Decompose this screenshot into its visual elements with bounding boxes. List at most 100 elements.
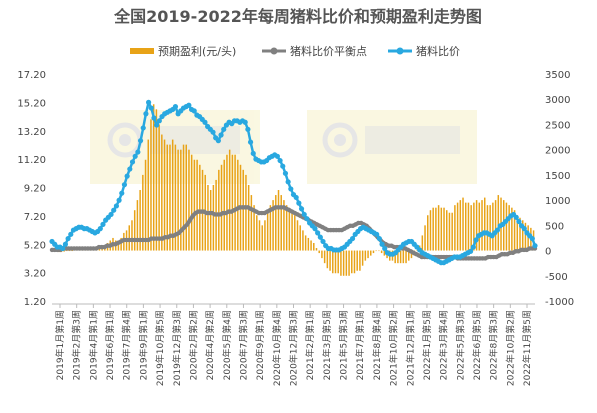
price-ratio-point: [215, 138, 221, 144]
price-ratio-point: [298, 206, 305, 212]
x-tick-label: 2019年2月第3周: [71, 310, 83, 380]
profit-bar: [505, 202, 508, 251]
price-ratio-point: [116, 197, 122, 203]
price-ratio-point: [304, 216, 310, 222]
x-axis: 2019年1月第1周 2019年2月第3周 2019年4月第1周 2019年6月第1周…: [52, 303, 535, 386]
watermark-logo-right: [307, 110, 477, 184]
price-ratio-point: [516, 218, 522, 225]
price-ratio-point: [172, 104, 179, 110]
price-ratio-point: [221, 126, 227, 132]
price-ratio-point: [202, 119, 208, 125]
price-ratio-point: [146, 99, 152, 105]
y-right-tick-label: 1000: [545, 196, 570, 207]
profit-bar: [440, 207, 443, 251]
price-ratio-point: [191, 108, 197, 114]
breakeven-point: [182, 225, 187, 230]
profit-bar: [524, 222, 527, 251]
profit-bar: [443, 207, 445, 251]
profit-bar: [277, 190, 280, 251]
price-ratio-point: [250, 150, 256, 157]
profit-bar: [448, 212, 451, 251]
price-ratio-point: [374, 231, 380, 237]
profit-bar: [321, 250, 323, 259]
y-right-tick-label: 1500: [545, 171, 570, 182]
price-ratio-point: [242, 119, 248, 125]
profit-bar: [353, 250, 356, 274]
x-tick-label: 2021年5月第3周: [338, 310, 350, 380]
profit-bar: [427, 215, 429, 251]
price-ratio-point: [97, 226, 103, 232]
profit-bar: [310, 240, 312, 251]
profit-bar: [445, 210, 448, 251]
profit-bar: [410, 250, 413, 259]
profit-bar: [470, 205, 472, 251]
price-ratio-point: [143, 111, 149, 117]
legend-swatch-profit: [130, 48, 154, 54]
x-tick-label: 2022年8月第3周: [488, 310, 500, 380]
profit-bar: [337, 250, 339, 274]
profit-bar: [521, 220, 524, 251]
price-ratio-point: [315, 230, 321, 236]
profit-bar: [516, 215, 519, 251]
price-ratio-point: [68, 231, 74, 237]
profit-bar: [361, 250, 364, 266]
profit-bar: [291, 210, 293, 251]
x-tick-label: 2020年12月第3周: [288, 310, 300, 386]
profit-bar: [264, 220, 266, 251]
profit-bar: [294, 215, 296, 251]
price-ratio-point: [100, 221, 106, 227]
price-ratio-point: [296, 200, 302, 206]
profit-bar: [269, 205, 272, 251]
profit-bar: [307, 237, 310, 251]
profit-bar: [481, 200, 483, 251]
price-ratio-point: [62, 241, 69, 247]
profit-bar: [253, 205, 255, 251]
profit-bar: [326, 250, 329, 269]
profit-bar: [136, 200, 139, 251]
breakeven-point: [187, 217, 193, 223]
profit-bar: [66, 250, 68, 252]
profit-bar: [462, 197, 464, 251]
profit-bar: [351, 250, 353, 274]
profit-bar: [454, 205, 456, 251]
price-ratio-point: [151, 115, 157, 121]
profit-bar: [131, 220, 133, 251]
price-ratio-point: [529, 235, 535, 242]
x-tick-label: 2022年6月第5周: [471, 310, 483, 380]
profit-bar: [399, 250, 402, 264]
profit-bar: [256, 215, 258, 251]
profit-bar: [334, 250, 337, 274]
profit-bar: [163, 139, 166, 251]
y-right-tick-label: 2000: [545, 146, 570, 157]
profit-bar: [464, 202, 467, 251]
profit-bar: [473, 202, 475, 251]
x-tick-label: 2019年1月第1周: [54, 310, 66, 380]
price-ratio-point: [111, 207, 117, 213]
price-ratio-point: [245, 126, 251, 132]
y-left-tick-label: 1.20: [24, 297, 46, 308]
profit-bar: [234, 154, 236, 251]
legend-label-2: 猪料比价: [416, 44, 460, 58]
y-left-tick-label: 17.20: [17, 70, 46, 81]
y-axis-left: 1.20 3.20 5.20 7.20 9.20 11.20 13.20 15.20 17.20: [17, 70, 46, 308]
x-tick-label: 2019年9月第1周: [137, 310, 149, 380]
x-tick-label: 2022年3月第4周: [438, 310, 450, 380]
profit-bar: [492, 202, 494, 251]
price-ratio-point: [132, 153, 138, 159]
price-ratio-point: [140, 125, 146, 131]
x-tick-label: 2020年10月第4周: [271, 310, 283, 386]
price-ratio-point: [108, 211, 114, 218]
x-tick-label: 2021年8月第4周: [371, 310, 383, 380]
profit-bar: [155, 109, 158, 251]
profit-bar: [508, 205, 510, 251]
chart-legend: 预期盈利(元/头) 猪料比价平衡点 猪料比价: [130, 44, 460, 58]
profit-bar: [456, 202, 459, 251]
profit-bar: [220, 164, 223, 251]
profit-bar: [304, 235, 307, 251]
profit-bar: [139, 190, 141, 251]
y-left-tick-label: 7.20: [24, 212, 46, 223]
profit-bar: [209, 190, 212, 251]
profit-bar: [283, 200, 285, 251]
profit-bar: [340, 250, 342, 276]
